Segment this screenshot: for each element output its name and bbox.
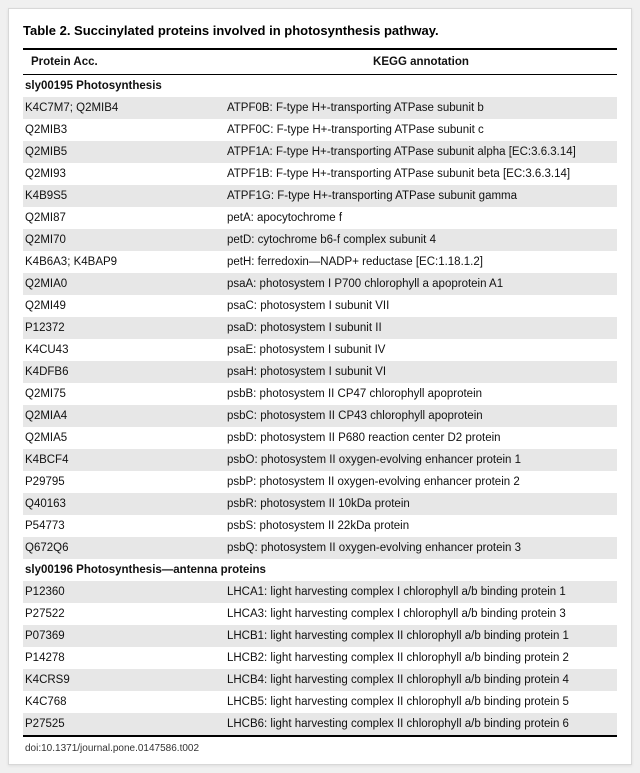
table-row: P14278LHCB2: light harvesting complex II… bbox=[23, 647, 617, 669]
section-header-row: sly00196 Photosynthesis—antenna proteins bbox=[23, 559, 617, 581]
table-row: Q2MI49psaC: photosystem I subunit VII bbox=[23, 295, 617, 317]
cell-kegg-annotation: LHCB5: light harvesting complex II chlor… bbox=[225, 691, 617, 713]
cell-protein-acc: Q2MI93 bbox=[23, 163, 225, 185]
cell-kegg-annotation: psaH: photosystem I subunit VI bbox=[225, 361, 617, 383]
cell-kegg-annotation: LHCB6: light harvesting complex II chlor… bbox=[225, 713, 617, 736]
table-row: P27522LHCA3: light harvesting complex I … bbox=[23, 603, 617, 625]
cell-protein-acc: Q2MI87 bbox=[23, 207, 225, 229]
cell-protein-acc: P12360 bbox=[23, 581, 225, 603]
cell-protein-acc: P07369 bbox=[23, 625, 225, 647]
cell-protein-acc: K4CRS9 bbox=[23, 669, 225, 691]
col-header-kegg: KEGG annotation bbox=[225, 49, 617, 75]
table-row: K4BCF4psbO: photosystem II oxygen-evolvi… bbox=[23, 449, 617, 471]
cell-kegg-annotation: ATPF0C: F-type H+-transporting ATPase su… bbox=[225, 119, 617, 141]
cell-kegg-annotation: ATPF1A: F-type H+-transporting ATPase su… bbox=[225, 141, 617, 163]
cell-protein-acc: P29795 bbox=[23, 471, 225, 493]
cell-kegg-annotation: LHCA3: light harvesting complex I chloro… bbox=[225, 603, 617, 625]
table-row: K4C768LHCB5: light harvesting complex II… bbox=[23, 691, 617, 713]
cell-protein-acc: K4C768 bbox=[23, 691, 225, 713]
cell-kegg-annotation: petH: ferredoxin—NADP+ reductase [EC:1.1… bbox=[225, 251, 617, 273]
table-row: K4CRS9LHCB4: light harvesting complex II… bbox=[23, 669, 617, 691]
cell-protein-acc: K4B6A3; K4BAP9 bbox=[23, 251, 225, 273]
table-row: Q2MIB3ATPF0C: F-type H+-transporting ATP… bbox=[23, 119, 617, 141]
cell-protein-acc: Q2MIB5 bbox=[23, 141, 225, 163]
table-row: K4B6A3; K4BAP9petH: ferredoxin—NADP+ red… bbox=[23, 251, 617, 273]
col-header-acc: Protein Acc. bbox=[23, 49, 225, 75]
cell-protein-acc: Q40163 bbox=[23, 493, 225, 515]
cell-kegg-annotation: LHCB4: light harvesting complex II chlor… bbox=[225, 669, 617, 691]
cell-kegg-annotation: ATPF1G: F-type H+-transporting ATPase su… bbox=[225, 185, 617, 207]
cell-kegg-annotation: psbP: photosystem II oxygen-evolving enh… bbox=[225, 471, 617, 493]
cell-protein-acc: K4DFB6 bbox=[23, 361, 225, 383]
cell-kegg-annotation: psbR: photosystem II 10kDa protein bbox=[225, 493, 617, 515]
cell-kegg-annotation: LHCB2: light harvesting complex II chlor… bbox=[225, 647, 617, 669]
cell-protein-acc: Q2MIA0 bbox=[23, 273, 225, 295]
cell-kegg-annotation: petA: apocytochrome f bbox=[225, 207, 617, 229]
cell-protein-acc: P12372 bbox=[23, 317, 225, 339]
cell-kegg-annotation: psbS: photosystem II 22kDa protein bbox=[225, 515, 617, 537]
table-row: K4C7M7; Q2MIB4ATPF0B: F-type H+-transpor… bbox=[23, 97, 617, 119]
cell-protein-acc: Q2MIB3 bbox=[23, 119, 225, 141]
table-row: P27525LHCB6: light harvesting complex II… bbox=[23, 713, 617, 736]
table-row: P07369LHCB1: light harvesting complex II… bbox=[23, 625, 617, 647]
cell-kegg-annotation: psbD: photosystem II P680 reaction cente… bbox=[225, 427, 617, 449]
cell-protein-acc: P27522 bbox=[23, 603, 225, 625]
section-header-cell: sly00196 Photosynthesis—antenna proteins bbox=[23, 559, 617, 581]
table-row: P12360LHCA1: light harvesting complex I … bbox=[23, 581, 617, 603]
cell-kegg-annotation: LHCB1: light harvesting complex II chlor… bbox=[225, 625, 617, 647]
section-header-cell: sly00195 Photosynthesis bbox=[23, 75, 617, 98]
cell-protein-acc: P54773 bbox=[23, 515, 225, 537]
table-row: Q2MIB5ATPF1A: F-type H+-transporting ATP… bbox=[23, 141, 617, 163]
table-row: Q2MI93ATPF1B: F-type H+-transporting ATP… bbox=[23, 163, 617, 185]
table-row: Q2MIA5psbD: photosystem II P680 reaction… bbox=[23, 427, 617, 449]
cell-protein-acc: Q2MI49 bbox=[23, 295, 225, 317]
cell-kegg-annotation: psbO: photosystem II oxygen-evolving enh… bbox=[225, 449, 617, 471]
table-row: Q672Q6psbQ: photosystem II oxygen-evolvi… bbox=[23, 537, 617, 559]
table-body: sly00195 PhotosynthesisK4C7M7; Q2MIB4ATP… bbox=[23, 75, 617, 737]
table-row: K4CU43psaE: photosystem I subunit IV bbox=[23, 339, 617, 361]
cell-protein-acc: K4CU43 bbox=[23, 339, 225, 361]
table-row: P29795psbP: photosystem II oxygen-evolvi… bbox=[23, 471, 617, 493]
table-row: Q2MIA0psaA: photosystem I P700 chlorophy… bbox=[23, 273, 617, 295]
cell-kegg-annotation: psbB: photosystem II CP47 chlorophyll ap… bbox=[225, 383, 617, 405]
doi-text: doi:10.1371/journal.pone.0147586.t002 bbox=[23, 743, 617, 754]
cell-kegg-annotation: ATPF0B: F-type H+-transporting ATPase su… bbox=[225, 97, 617, 119]
table-row: P54773psbS: photosystem II 22kDa protein bbox=[23, 515, 617, 537]
cell-protein-acc: K4C7M7; Q2MIB4 bbox=[23, 97, 225, 119]
cell-kegg-annotation: ATPF1B: F-type H+-transporting ATPase su… bbox=[225, 163, 617, 185]
cell-kegg-annotation: psaC: photosystem I subunit VII bbox=[225, 295, 617, 317]
cell-protein-acc: P14278 bbox=[23, 647, 225, 669]
table-row: P12372psaD: photosystem I subunit II bbox=[23, 317, 617, 339]
cell-kegg-annotation: psaA: photosystem I P700 chlorophyll a a… bbox=[225, 273, 617, 295]
cell-kegg-annotation: psaE: photosystem I subunit IV bbox=[225, 339, 617, 361]
table-row: Q40163psbR: photosystem II 10kDa protein bbox=[23, 493, 617, 515]
table-title: Table 2. Succinylated proteins involved … bbox=[23, 23, 617, 38]
cell-kegg-annotation: psbQ: photosystem II oxygen-evolving enh… bbox=[225, 537, 617, 559]
cell-protein-acc: Q2MI75 bbox=[23, 383, 225, 405]
cell-protein-acc: Q2MI70 bbox=[23, 229, 225, 251]
table-row: Q2MI87petA: apocytochrome f bbox=[23, 207, 617, 229]
table-container: Table 2. Succinylated proteins involved … bbox=[8, 8, 632, 765]
cell-kegg-annotation: petD: cytochrome b6-f complex subunit 4 bbox=[225, 229, 617, 251]
table-row: Q2MIA4psbC: photosystem II CP43 chloroph… bbox=[23, 405, 617, 427]
protein-table: Protein Acc. KEGG annotation sly00195 Ph… bbox=[23, 48, 617, 737]
table-row: K4B9S5ATPF1G: F-type H+-transporting ATP… bbox=[23, 185, 617, 207]
cell-protein-acc: Q672Q6 bbox=[23, 537, 225, 559]
cell-protein-acc: Q2MIA4 bbox=[23, 405, 225, 427]
section-header-row: sly00195 Photosynthesis bbox=[23, 75, 617, 98]
cell-protein-acc: K4B9S5 bbox=[23, 185, 225, 207]
header-row: Protein Acc. KEGG annotation bbox=[23, 49, 617, 75]
table-row: K4DFB6psaH: photosystem I subunit VI bbox=[23, 361, 617, 383]
table-row: Q2MI70petD: cytochrome b6-f complex subu… bbox=[23, 229, 617, 251]
cell-protein-acc: Q2MIA5 bbox=[23, 427, 225, 449]
cell-kegg-annotation: psbC: photosystem II CP43 chlorophyll ap… bbox=[225, 405, 617, 427]
cell-protein-acc: K4BCF4 bbox=[23, 449, 225, 471]
table-row: Q2MI75psbB: photosystem II CP47 chloroph… bbox=[23, 383, 617, 405]
cell-kegg-annotation: LHCA1: light harvesting complex I chloro… bbox=[225, 581, 617, 603]
cell-kegg-annotation: psaD: photosystem I subunit II bbox=[225, 317, 617, 339]
cell-protein-acc: P27525 bbox=[23, 713, 225, 736]
